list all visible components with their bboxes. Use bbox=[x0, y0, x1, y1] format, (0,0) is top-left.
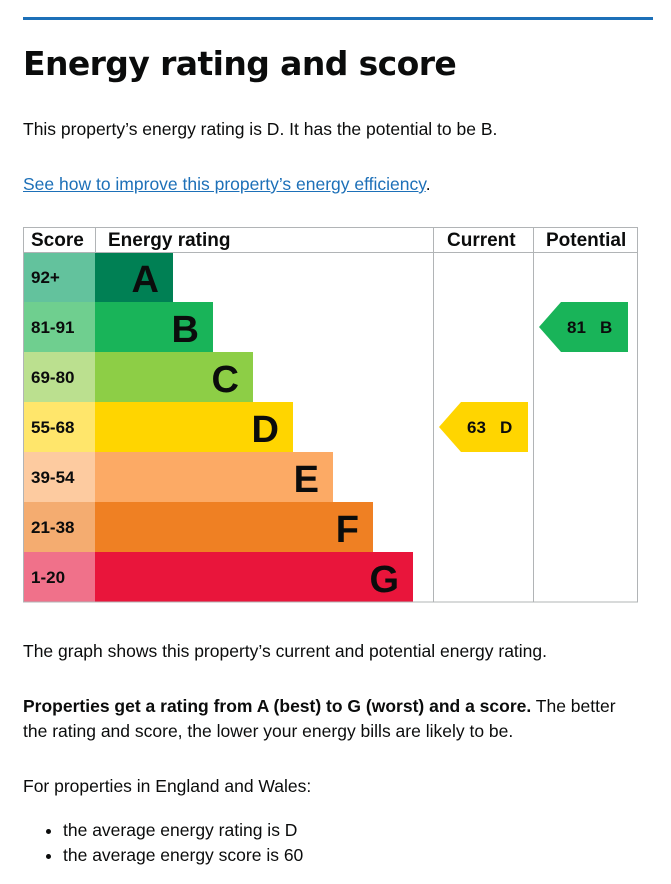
rating-letter-d: D bbox=[252, 409, 279, 451]
rating-letter-f: F bbox=[336, 509, 359, 551]
score-cell-b bbox=[23, 302, 95, 352]
header-score: Score bbox=[31, 230, 84, 251]
score-label-g: 1-20 bbox=[31, 568, 65, 587]
score-label-d: 55-68 bbox=[31, 418, 74, 437]
current-arrow bbox=[439, 402, 528, 452]
average-rating-item: the average energy rating is D bbox=[63, 818, 303, 843]
rating-bar-a bbox=[95, 252, 173, 302]
current-score: 63 bbox=[467, 418, 486, 437]
rating-letter-b: B bbox=[172, 309, 199, 351]
improve-efficiency-link[interactable]: See how to improve this property’s energ… bbox=[23, 174, 426, 194]
average-list: the average energy rating is D the avera… bbox=[23, 818, 303, 868]
region-intro: For properties in England and Wales: bbox=[23, 776, 312, 796]
score-cell-c bbox=[23, 352, 95, 402]
rating-letter-a: A bbox=[132, 259, 159, 301]
improve-link-paragraph: See how to improve this property’s energ… bbox=[23, 172, 643, 197]
rating-bar-c bbox=[95, 352, 253, 402]
score-cell-f bbox=[23, 502, 95, 552]
rating-explanation-rest: The better the rating and score, the low… bbox=[23, 696, 616, 741]
potential-rating: B bbox=[600, 318, 612, 337]
header-potential: Potential bbox=[546, 230, 626, 251]
average-score-item: the average energy score is 60 bbox=[63, 843, 303, 868]
chart-frame bbox=[23, 227, 638, 603]
header-current: Current bbox=[447, 230, 516, 251]
rating-bar-d bbox=[95, 402, 293, 452]
score-label-c: 69-80 bbox=[31, 368, 74, 387]
rating-explanation-bold: Properties get a rating from A (best) to… bbox=[23, 696, 532, 716]
score-label-f: 21-38 bbox=[31, 518, 74, 537]
page-title: Energy rating and score bbox=[23, 44, 457, 83]
rating-letter-c: C bbox=[212, 359, 239, 401]
potential-arrow bbox=[539, 302, 628, 352]
rating-explanation: Properties get a rating from A (best) to… bbox=[23, 694, 643, 744]
score-label-b: 81-91 bbox=[31, 318, 74, 337]
rating-bar-b bbox=[95, 302, 213, 352]
current-rating: D bbox=[500, 418, 512, 437]
energy-rating-chart: Score Energy rating Current Potential 92+ A 81… bbox=[23, 227, 638, 603]
intro-text: This property’s energy rating is D. It h… bbox=[23, 119, 498, 139]
rating-bar-f bbox=[95, 502, 373, 552]
score-cell-g bbox=[23, 552, 95, 602]
rating-bar-g bbox=[95, 552, 413, 602]
rating-letter-g: G bbox=[369, 559, 399, 601]
link-suffix: . bbox=[425, 174, 431, 194]
top-divider bbox=[23, 17, 653, 20]
score-cell-d bbox=[23, 402, 95, 452]
header-energy-rating: Energy rating bbox=[108, 230, 230, 251]
score-cell-a bbox=[23, 252, 95, 302]
score-cell-e bbox=[23, 452, 95, 502]
score-label-a: 92+ bbox=[31, 268, 60, 287]
rating-bar-e bbox=[95, 452, 333, 502]
potential-score: 81 bbox=[567, 318, 586, 337]
rating-letter-e: E bbox=[294, 459, 319, 501]
score-label-e: 39-54 bbox=[31, 468, 75, 487]
graph-caption: The graph shows this property’s current … bbox=[23, 641, 548, 661]
